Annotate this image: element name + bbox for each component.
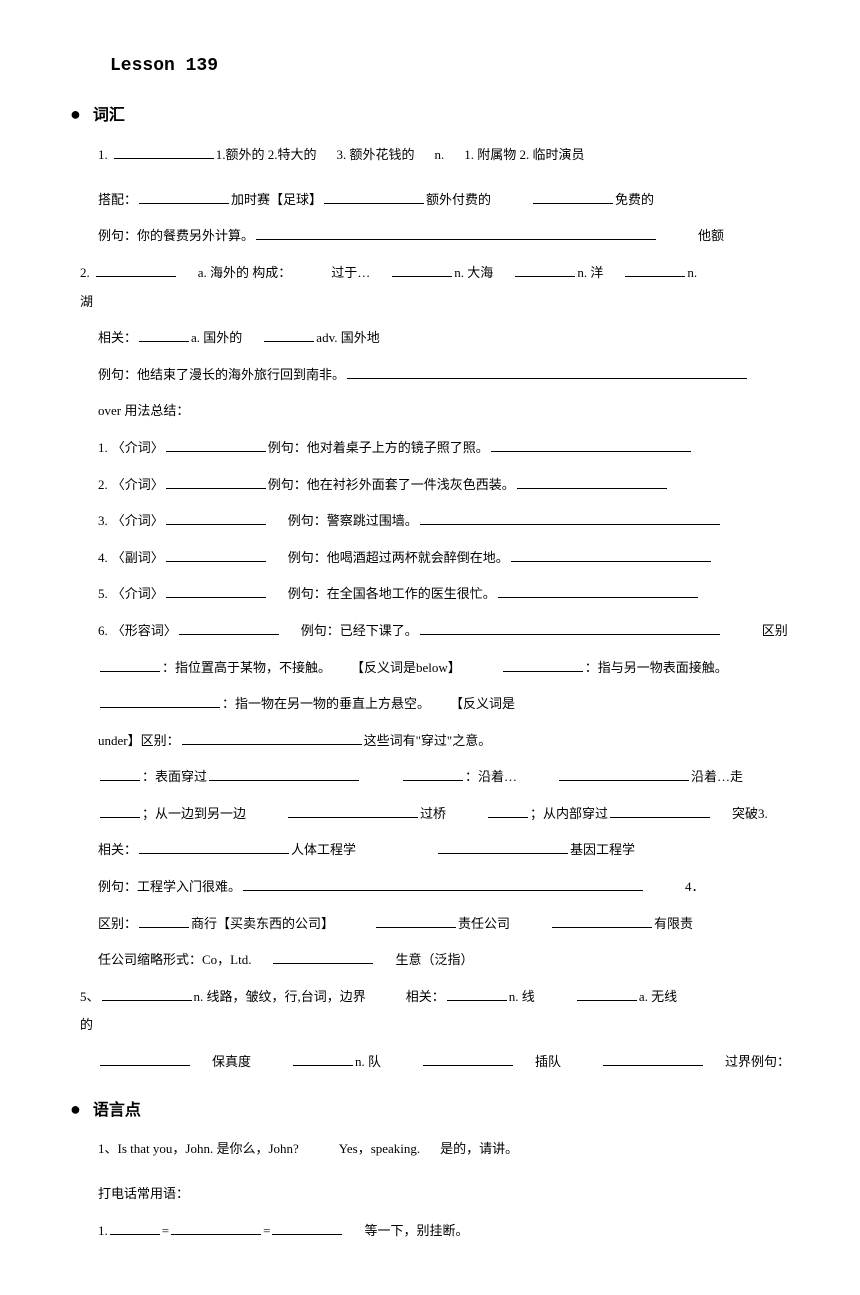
fill-blank xyxy=(272,1222,342,1235)
fill-blank xyxy=(273,951,373,964)
fill-blank xyxy=(488,805,528,818)
fill-blank xyxy=(139,329,189,342)
example-3: 例句：工程学入门很难。4． xyxy=(98,873,830,902)
under-diff: under】区别：这些词有"穿过"之意。 xyxy=(98,727,830,756)
fill-blank xyxy=(511,549,711,562)
fill-blank xyxy=(166,476,266,489)
over-heading: over 用法总结： xyxy=(98,397,830,426)
fill-blank xyxy=(293,1053,353,1066)
fill-blank xyxy=(603,1053,703,1066)
fill-blank xyxy=(100,1053,190,1066)
fill-blank xyxy=(100,659,160,672)
lesson-title: Lesson 139 xyxy=(110,50,830,82)
lang-1: 1、Is that you，John. 是你么，John?Yes，speakin… xyxy=(98,1135,830,1164)
fill-blank xyxy=(423,1053,513,1066)
fill-blank xyxy=(420,622,720,635)
fill-blank xyxy=(288,805,418,818)
fill-blank xyxy=(179,622,279,635)
fill-blank xyxy=(392,264,452,277)
fill-blank xyxy=(102,988,192,1001)
diff-1: ：指位置高于某物，不接触。【反义词是below】：指与另一物表面接触。 xyxy=(98,654,830,683)
company: 任公司缩略形式：Co，Ltd.生意（泛指） xyxy=(98,946,830,975)
fill-blank xyxy=(209,768,359,781)
fill-blank xyxy=(403,768,463,781)
lang-section: ● 语言点 xyxy=(70,1097,830,1126)
through-1: ：表面穿过：沿着…沿着…走 xyxy=(98,763,830,792)
related-3: 相关：人体工程学基因工程学 xyxy=(98,836,830,865)
fill-blank xyxy=(517,476,667,489)
fill-blank xyxy=(438,841,568,854)
vocab-heading: 词汇 xyxy=(93,102,125,131)
over-1: 1.〈介词〉例句：他对着桌子上方的镜子照了照。 xyxy=(98,434,830,463)
fill-blank xyxy=(256,227,656,240)
fill-blank xyxy=(577,988,637,1001)
over-2: 2.〈介词〉例句：他在衬衫外面套了一件浅灰色西装。 xyxy=(98,471,830,500)
cross-1: ；从一边到另一边过桥；从内部穿过突破3. xyxy=(98,800,830,829)
fill-blank xyxy=(559,768,689,781)
fill-blank xyxy=(420,512,720,525)
fill-blank xyxy=(166,512,266,525)
item-5-line2: 保真度n. 队插队过界例句： xyxy=(98,1048,830,1077)
fill-blank xyxy=(110,1222,160,1235)
lang-content: 1、Is that you，John. 是你么，John?Yes，speakin… xyxy=(98,1135,830,1245)
fill-blank xyxy=(139,915,189,928)
fill-blank xyxy=(166,439,266,452)
diff-2: ：指一物在另一物的垂直上方悬空。【反义词是 xyxy=(98,690,830,719)
vocab-content: 1.1.额外的 2.特大的3. 额外花钱的n.1. 附属物 2. 临时演员 搭配… xyxy=(98,141,830,1076)
fill-blank xyxy=(243,878,643,891)
fill-blank xyxy=(625,264,685,277)
over-6: 6.〈形容词〉例句：已经下课了。区别 xyxy=(98,617,830,646)
fill-blank xyxy=(324,191,424,204)
fill-blank xyxy=(610,805,710,818)
fill-blank xyxy=(139,841,289,854)
fill-blank xyxy=(171,1222,261,1235)
fill-blank xyxy=(347,366,747,379)
over-5: 5.〈介词〉例句：在全国各地工作的医生很忙。 xyxy=(98,580,830,609)
item-1-match: 搭配：加时赛【足球】额外付费的免费的 xyxy=(98,186,830,215)
lang-2: 打电话常用语： xyxy=(98,1180,830,1209)
fill-blank xyxy=(498,585,698,598)
vocab-section: ● 词汇 xyxy=(70,102,830,131)
fill-blank xyxy=(114,146,214,159)
fill-blank xyxy=(515,264,575,277)
item-2-related: 相关：a. 国外的adv. 国外地 xyxy=(98,324,830,353)
fill-blank xyxy=(533,191,613,204)
fill-blank xyxy=(264,329,314,342)
fill-blank xyxy=(100,695,220,708)
fill-blank xyxy=(166,549,266,562)
item-5: 5、n. 线路，皱纹，行,台词，边界相关：n. 线a. 无线 的 xyxy=(80,983,830,1040)
item-1: 1.1.额外的 2.特大的3. 额外花钱的n.1. 附属物 2. 临时演员 xyxy=(98,141,830,170)
diff-4: 区别：商行【买卖东西的公司】责任公司有限责 xyxy=(98,910,830,939)
fill-blank xyxy=(503,659,583,672)
fill-blank xyxy=(100,768,140,781)
bullet-icon: ● xyxy=(70,105,81,123)
fill-blank xyxy=(166,585,266,598)
fill-blank xyxy=(447,988,507,1001)
item-1-example: 例句：你的餐费另外计算。他额 xyxy=(98,222,830,251)
bullet-icon: ● xyxy=(70,1100,81,1118)
fill-blank xyxy=(182,732,362,745)
lang-3: 1.==等一下，别挂断。 xyxy=(98,1217,830,1246)
item-2: 2.a. 海外的 构成：过于…n. 大海n. 洋n. 湖 xyxy=(80,259,830,316)
fill-blank xyxy=(139,191,229,204)
over-3: 3.〈介词〉例句：警察跳过围墙。 xyxy=(98,507,830,536)
fill-blank xyxy=(491,439,691,452)
item-2-example: 例句：他结束了漫长的海外旅行回到南非。 xyxy=(98,361,830,390)
fill-blank xyxy=(552,915,652,928)
over-4: 4.〈副词〉例句：他喝酒超过两杯就会醉倒在地。 xyxy=(98,544,830,573)
fill-blank xyxy=(100,805,140,818)
fill-blank xyxy=(376,915,456,928)
lang-heading: 语言点 xyxy=(93,1097,141,1126)
fill-blank xyxy=(96,264,176,277)
